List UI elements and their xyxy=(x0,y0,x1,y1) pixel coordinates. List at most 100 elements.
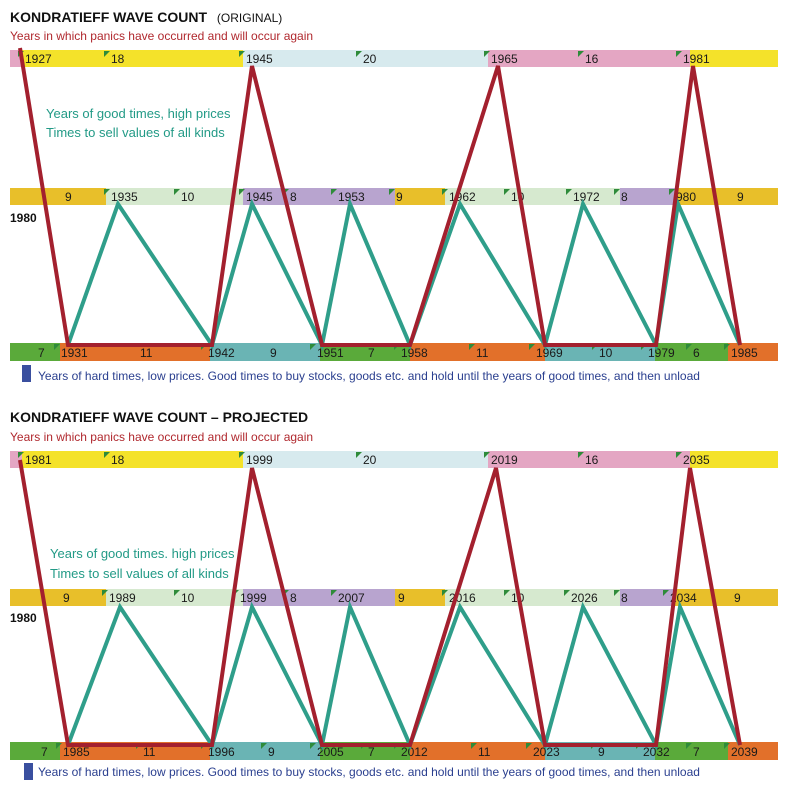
panel-original-middle-band-marker-icon xyxy=(614,189,620,195)
panel-original-bottom-band-segment xyxy=(410,343,545,361)
panel-projected-top-band-marker-icon xyxy=(18,452,24,458)
panel-projected-middle-band-label: 2007 xyxy=(338,591,365,605)
panel-original-middle-band-label: 8 xyxy=(290,190,297,204)
panel-projected-bottom-band-label: 2032 xyxy=(643,745,670,759)
panel-original-middle-band-segment xyxy=(10,188,106,205)
panel-original-bottom-band-marker-icon xyxy=(724,344,730,350)
panel-original-hard-times-note: Years of hard times, low prices. Good ti… xyxy=(38,369,700,383)
panel-original-middle-band-marker-icon xyxy=(504,189,510,195)
panel-projected-middle-band-segment xyxy=(106,589,243,606)
panel-projected-middle-band-segment xyxy=(395,589,445,606)
panel-original-middle-band-marker-icon xyxy=(174,189,180,195)
panel-original-middle-band-label: 9 xyxy=(65,190,72,204)
panel-projected-bottom-band-label: 9 xyxy=(598,745,605,759)
panel-original-middle-band-label: 1935 xyxy=(111,190,138,204)
panel-projected-side-label: 1980 xyxy=(10,611,37,625)
panel-projected-middle-band-segment xyxy=(620,589,675,606)
panel-projected-middle-band: 9 1989 10 1999 8 2007 9 2016 10 2026 8 2034 9 xyxy=(10,589,778,606)
panel-original-bottom-band-segment xyxy=(320,343,410,361)
panel-projected-bottom-band-label: 2012 xyxy=(401,745,428,759)
panel-projected-bottom-band-label: 1985 xyxy=(63,745,90,759)
panel-projected-top-band-marker-icon xyxy=(356,452,362,458)
panel-original-bottom-band-marker-icon xyxy=(529,344,535,350)
panel-original-top-band-label: 1965 xyxy=(491,52,518,66)
panel-original-top-band-label: 1981 xyxy=(683,52,710,66)
panel-original-middle-band-segment xyxy=(106,188,243,205)
panel-projected-bottom-band-label: 2023 xyxy=(533,745,560,759)
panel-original-bottom-band-label: 10 xyxy=(599,346,613,360)
panel-original-bottom-band-marker-icon xyxy=(54,344,60,350)
panel-original-middle-band-label: 1972 xyxy=(573,190,600,204)
panel-projected-top-band-marker-icon xyxy=(104,452,110,458)
panel-projected-middle-band-label: 1999 xyxy=(240,591,267,605)
panel-original-top-band-marker-icon xyxy=(356,51,362,57)
panel-projected-bottom-band-marker-icon xyxy=(471,743,477,749)
panel-projected-bottom-band-label: 7 xyxy=(41,745,48,759)
panel-projected-top-band-marker-icon xyxy=(484,452,490,458)
panel-projected-bottom-band-segment xyxy=(728,742,778,760)
panel-projected-bottom-band-marker-icon xyxy=(526,743,532,749)
panel-projected-bottom-band-label: 1996 xyxy=(208,745,235,759)
panel-projected-top-band-segment xyxy=(690,451,778,468)
panel-projected-middle-band-label: 1989 xyxy=(109,591,136,605)
panel-projected-top-band-label: 2019 xyxy=(491,453,518,467)
panel-projected-middle-band-marker-icon xyxy=(614,590,620,596)
panel-projected-bottom-band-segment xyxy=(210,742,320,760)
panel-projected: KONDRATIEFF WAVE COUNT – PROJECTED Years… xyxy=(10,409,778,780)
panel-projected-middle-band-marker-icon xyxy=(504,590,510,596)
panel-original-subtitle: Years in which panics have occurred and … xyxy=(10,29,313,43)
panel-original-bottom-band-segment xyxy=(210,343,320,361)
panel-original-middle-band-marker-icon xyxy=(566,189,572,195)
panel-projected-bottom-band-marker-icon xyxy=(261,743,267,749)
panel-projected-middle-band-label: 2026 xyxy=(571,591,598,605)
panel-original-top-band-label: 18 xyxy=(111,52,125,66)
panel-original-middle-band-label: 1945 xyxy=(246,190,273,204)
panel-projected-hard-times-note: Years of hard times, low prices. Good ti… xyxy=(38,765,700,779)
panel-projected-middle-band-label: 10 xyxy=(181,591,195,605)
panel-original-title: KONDRATIEFF WAVE COUNT (ORIGINAL) xyxy=(10,9,282,25)
panel-original-middle-band-label: 1953 xyxy=(338,190,365,204)
panel-projected-bottom-band-marker-icon xyxy=(310,743,316,749)
panel-original-top-band: 1927 18 1945 20 1965 16 1981 xyxy=(10,50,778,67)
panel-projected-middle-band-label: 2034 xyxy=(670,591,697,605)
panel-original-top-band-marker-icon xyxy=(104,51,110,57)
panel-projected-middle-band-marker-icon xyxy=(331,590,337,596)
panel-original-bottom-band-label: 1942 xyxy=(208,346,235,360)
panel-original-middle-band-label: 9 xyxy=(396,190,403,204)
panel-original-middle-band-marker-icon xyxy=(239,189,245,195)
panel-projected-middle-band-marker-icon xyxy=(174,590,180,596)
panel-original-middle-band-marker-icon xyxy=(669,189,675,195)
panel-original: KONDRATIEFF WAVE COUNT (ORIGINAL) Years … xyxy=(10,9,778,383)
panel-original-side-label: 1980 xyxy=(10,211,37,225)
panel-projected-middle-band-segment xyxy=(10,589,106,606)
panel-original-top-band-segment xyxy=(22,50,243,67)
panel-original-legend-square xyxy=(22,365,31,382)
panel-original-bottom-band-label: 1985 xyxy=(731,346,758,360)
panel-projected-top-band-label: 16 xyxy=(585,453,599,467)
panel-original-bottom-band-label: 1931 xyxy=(61,346,88,360)
panel-original-top-band-marker-icon xyxy=(239,51,245,57)
panel-original-bottom-band-label: 11 xyxy=(476,346,489,360)
panel-projected-top-band: 1981 18 1999 20 2019 16 2035 xyxy=(10,451,778,468)
panel-original-middle-band-marker-icon xyxy=(442,189,448,195)
panel-projected-subtitle: Years in which panics have occurred and … xyxy=(10,430,313,444)
panel-original-bottom-band-segment xyxy=(728,343,778,361)
panel-projected-title: KONDRATIEFF WAVE COUNT – PROJECTED xyxy=(10,409,308,425)
panel-projected-good-times-line2: Times to sell values of all kinds xyxy=(50,566,229,581)
panel-projected-middle-band-marker-icon xyxy=(442,590,448,596)
panel-original-top-band-marker-icon xyxy=(578,51,584,57)
panel-projected-top-band-segment xyxy=(243,451,488,468)
panel-original-top-band-marker-icon xyxy=(676,51,682,57)
panel-projected-middle-band-label: 8 xyxy=(621,591,628,605)
panel-original-top-band-segment xyxy=(488,50,690,67)
panel-original-middle-band-segment xyxy=(445,188,620,205)
panel-projected-middle-band-segment xyxy=(675,589,778,606)
panel-original-middle-band-segment xyxy=(395,188,445,205)
panel-original-middle-band-label: 980 xyxy=(676,190,696,204)
panel-projected-good-times-wave xyxy=(66,600,742,752)
panel-projected-top-band-label: 20 xyxy=(363,453,377,467)
panel-original-bottom-band-label: 7 xyxy=(368,346,375,360)
panel-original-bottom-band-label: 1979 xyxy=(648,346,675,360)
panel-projected-middle-band-label: 9 xyxy=(63,591,70,605)
